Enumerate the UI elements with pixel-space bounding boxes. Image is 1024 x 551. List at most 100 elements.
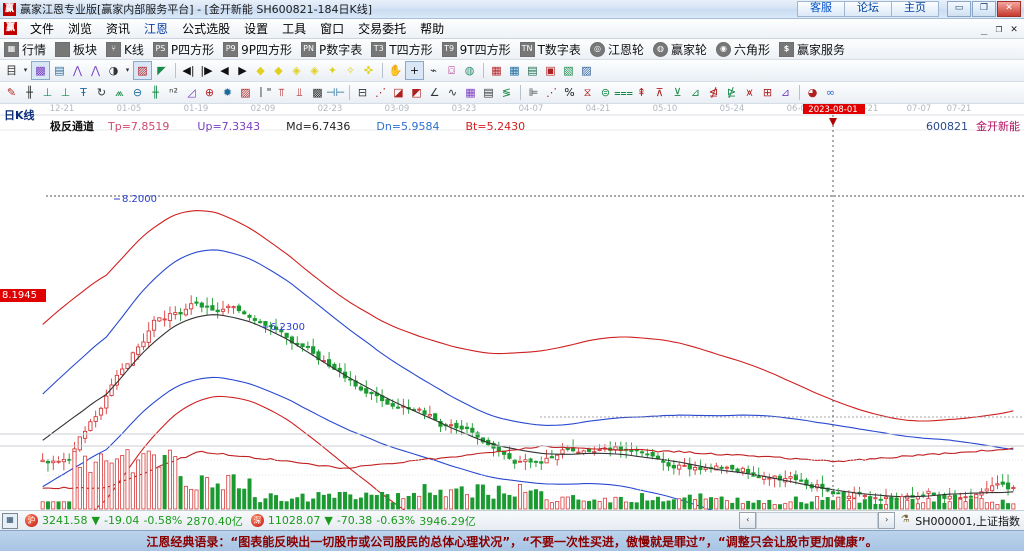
fork-tool-icon[interactable]: ╫	[26, 86, 33, 99]
ladder-icon[interactable]: ▤	[483, 86, 494, 99]
triangle-icon[interactable]: ◿	[187, 86, 196, 99]
box-pattern-icon[interactable]: ▨	[240, 86, 251, 99]
diamond-3-icon[interactable]: ◈	[292, 64, 301, 77]
grid-lines-icon[interactable]: ╫	[152, 86, 159, 99]
layout-icon[interactable]: 目	[6, 64, 17, 77]
percent-icon[interactable]: %	[564, 86, 575, 99]
toolbar-t-square[interactable]: T3 T四方形	[371, 41, 433, 58]
flag-icon[interactable]: ◤	[157, 64, 166, 77]
last-page-icon[interactable]: |▶	[200, 64, 213, 77]
pattern-icon[interactable]: ▨	[133, 61, 152, 80]
pencil-tool-icon[interactable]: ✎	[6, 86, 17, 99]
circle-tool-icon[interactable]: ⊖	[132, 86, 143, 99]
menu-tools[interactable]: 工具	[282, 22, 307, 36]
channel-icon[interactable]: ⫪	[278, 86, 285, 99]
menu-window[interactable]: 窗口	[320, 22, 345, 36]
calendar-icon[interactable]: ▦	[491, 64, 502, 77]
measure-tool-icon[interactable]: ⌁	[430, 64, 437, 77]
toolbar-winner-service[interactable]: $ 赢家服务	[778, 41, 845, 58]
table-icon[interactable]: ▦	[509, 64, 520, 77]
yinyang-icon[interactable]: ◕	[807, 86, 818, 99]
report-icon[interactable]: ▤	[527, 64, 538, 77]
channel-2-icon[interactable]: ⫫	[296, 86, 303, 99]
network-icon[interactable]: ▧	[563, 64, 574, 77]
globe-tool-icon[interactable]: ◍	[464, 64, 475, 77]
toolbar-quotes[interactable]: ▦ 行情	[4, 41, 46, 58]
status-scrollbar[interactable]: ‹ ›	[739, 512, 896, 529]
save-icon[interactable]: ▣	[545, 64, 556, 77]
print-icon[interactable]: ▨	[581, 64, 592, 77]
mdi-close-button[interactable]: ✕	[1010, 22, 1018, 35]
fill-icon[interactable]: ◪	[393, 86, 404, 99]
edge-icon[interactable]: ⊿	[780, 86, 791, 99]
span-icon[interactable]: ⊣⊢	[325, 86, 346, 99]
angle-icon[interactable]: ∠	[429, 86, 440, 99]
mdi-restore-button[interactable]: ❐	[995, 22, 1003, 35]
toolbar-t-number-table[interactable]: TN T数字表	[519, 41, 581, 58]
mdi-minimize-button[interactable]: _	[980, 22, 988, 35]
contrast-dropdown-icon[interactable]: ▾	[125, 66, 130, 74]
first-page-icon[interactable]: ◀|	[182, 64, 195, 77]
quote-panel-icon[interactable]: ▦	[2, 512, 18, 529]
gann-fan-icon[interactable]: ⊥	[42, 86, 53, 99]
toolbar-gann-wheel[interactable]: ◎ 江恩轮	[589, 41, 644, 58]
customer-service-button[interactable]: 客服	[797, 1, 845, 17]
toolbar-winner-wheel[interactable]: ◍ 赢家轮	[652, 41, 707, 58]
band-icon[interactable]: ⩶	[614, 86, 633, 99]
scroll-right-button[interactable]: ›	[878, 512, 896, 529]
wave-icon[interactable]: ∿	[447, 86, 458, 99]
compare-icon[interactable]: ≶	[501, 86, 512, 99]
diamond-6-icon[interactable]: ✧	[345, 64, 356, 77]
menu-file[interactable]: 文件	[30, 22, 55, 36]
diamond-7-icon[interactable]: ✜	[363, 64, 374, 77]
scroll-track[interactable]	[756, 512, 879, 529]
menu-gann[interactable]: 江恩	[144, 22, 169, 36]
close-button[interactable]: ✕	[997, 1, 1021, 17]
text-tool-icon[interactable]: ⼁"	[255, 86, 272, 99]
gann-fan-2-icon[interactable]: ⊥	[60, 86, 71, 99]
scroll-left-button[interactable]: ‹	[739, 512, 757, 529]
rays-icon[interactable]: ⋰	[375, 86, 386, 99]
peak-icon[interactable]: ⊼	[655, 86, 664, 99]
levels-icon[interactable]: ⊫	[528, 86, 539, 99]
fibonacci-icon[interactable]: Ŧ	[80, 86, 87, 99]
slope-icon[interactable]: ⊿	[690, 86, 701, 99]
menu-news[interactable]: 资讯	[106, 22, 131, 36]
homepage-button[interactable]: 主页	[891, 1, 939, 17]
prev-icon[interactable]: ◀	[220, 64, 229, 77]
magnet-tool-icon[interactable]: ⌼	[448, 64, 455, 77]
f-icon[interactable]: ⋬	[708, 86, 719, 99]
clipboard-icon[interactable]: ▤	[54, 64, 65, 77]
frame-icon[interactable]: ⊞	[762, 86, 773, 99]
minimize-button[interactable]: ▭	[947, 1, 971, 17]
infinity-icon[interactable]: ∞	[825, 86, 836, 99]
layout-dropdown-icon[interactable]: ▾	[23, 66, 28, 74]
forum-button[interactable]: 论坛	[844, 1, 892, 17]
price-chart-canvas[interactable]: 12-21 01-05 01-19 02-09 02-23 03-09 03-23 04-07…	[0, 104, 1024, 510]
gann-circle-icon[interactable]: ⊜	[600, 86, 611, 99]
toolbar-p-number-table[interactable]: PN P数字表	[301, 41, 362, 58]
contrast-icon[interactable]: ◑	[108, 64, 119, 77]
target-icon[interactable]: ⊕	[204, 86, 215, 99]
diamond-1-icon[interactable]: ◆	[256, 64, 265, 77]
menu-formula-screen[interactable]: 公式选股	[182, 22, 231, 36]
fan2-icon[interactable]: ⋰	[546, 86, 557, 99]
toolbar-sector[interactable]: 板块	[55, 41, 97, 58]
trend-icon[interactable]: ⩕	[115, 86, 124, 99]
next-icon[interactable]: ▶	[238, 64, 247, 77]
time-icon[interactable]: ⧖	[583, 86, 592, 99]
toolbar-kline[interactable]: ⑂ K线	[106, 41, 144, 58]
diamond-2-icon[interactable]: ◆	[274, 64, 283, 77]
toolbar-9p-square[interactable]: P9 9P四方形	[223, 41, 292, 58]
indicator-a-icon[interactable]: ⋀	[72, 64, 83, 77]
diamond-4-icon[interactable]: ◈	[310, 64, 319, 77]
chart-area[interactable]: 12-21 01-05 01-19 02-09 02-23 03-09 03-23 04-07…	[0, 104, 1024, 510]
mesh-icon[interactable]: ⩙	[746, 86, 753, 99]
menu-settings[interactable]: 设置	[244, 22, 269, 36]
step-icon[interactable]: ⋭	[726, 86, 737, 99]
menu-browse[interactable]: 浏览	[68, 22, 93, 36]
indicator-b-icon[interactable]: ⋀	[90, 64, 101, 77]
toolbar-9t-square[interactable]: T9 9T四方形	[441, 41, 511, 58]
overlay-icon[interactable]: ▩	[31, 61, 50, 80]
matrix-icon[interactable]: ▩	[312, 86, 323, 99]
